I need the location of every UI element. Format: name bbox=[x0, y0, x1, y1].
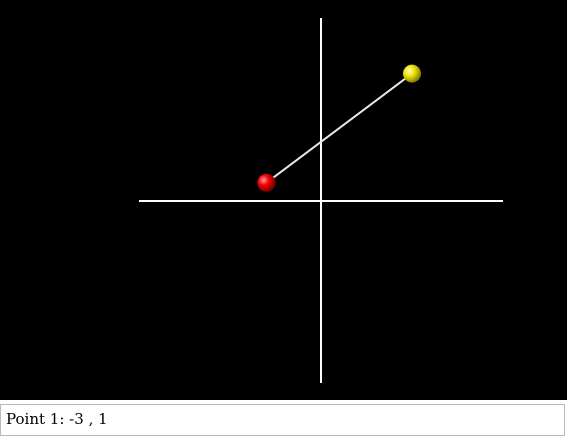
status-bar: Point 1: -3 , 1 bbox=[0, 404, 565, 436]
point-2-sphere[interactable] bbox=[403, 64, 421, 83]
point-label: Point 1: bbox=[6, 410, 65, 428]
segment-line bbox=[265, 72, 413, 184]
point-y-value: 1 bbox=[98, 410, 108, 428]
point-coordinates-readout: Point 1: -3 , 1 bbox=[6, 410, 108, 428]
3d-scene-canvas[interactable] bbox=[0, 0, 567, 400]
coordinate-separator: , bbox=[88, 410, 94, 428]
scene-drawing[interactable] bbox=[0, 0, 567, 400]
point-x-value: -3 bbox=[69, 410, 84, 428]
point-1-sphere[interactable] bbox=[257, 173, 276, 192]
